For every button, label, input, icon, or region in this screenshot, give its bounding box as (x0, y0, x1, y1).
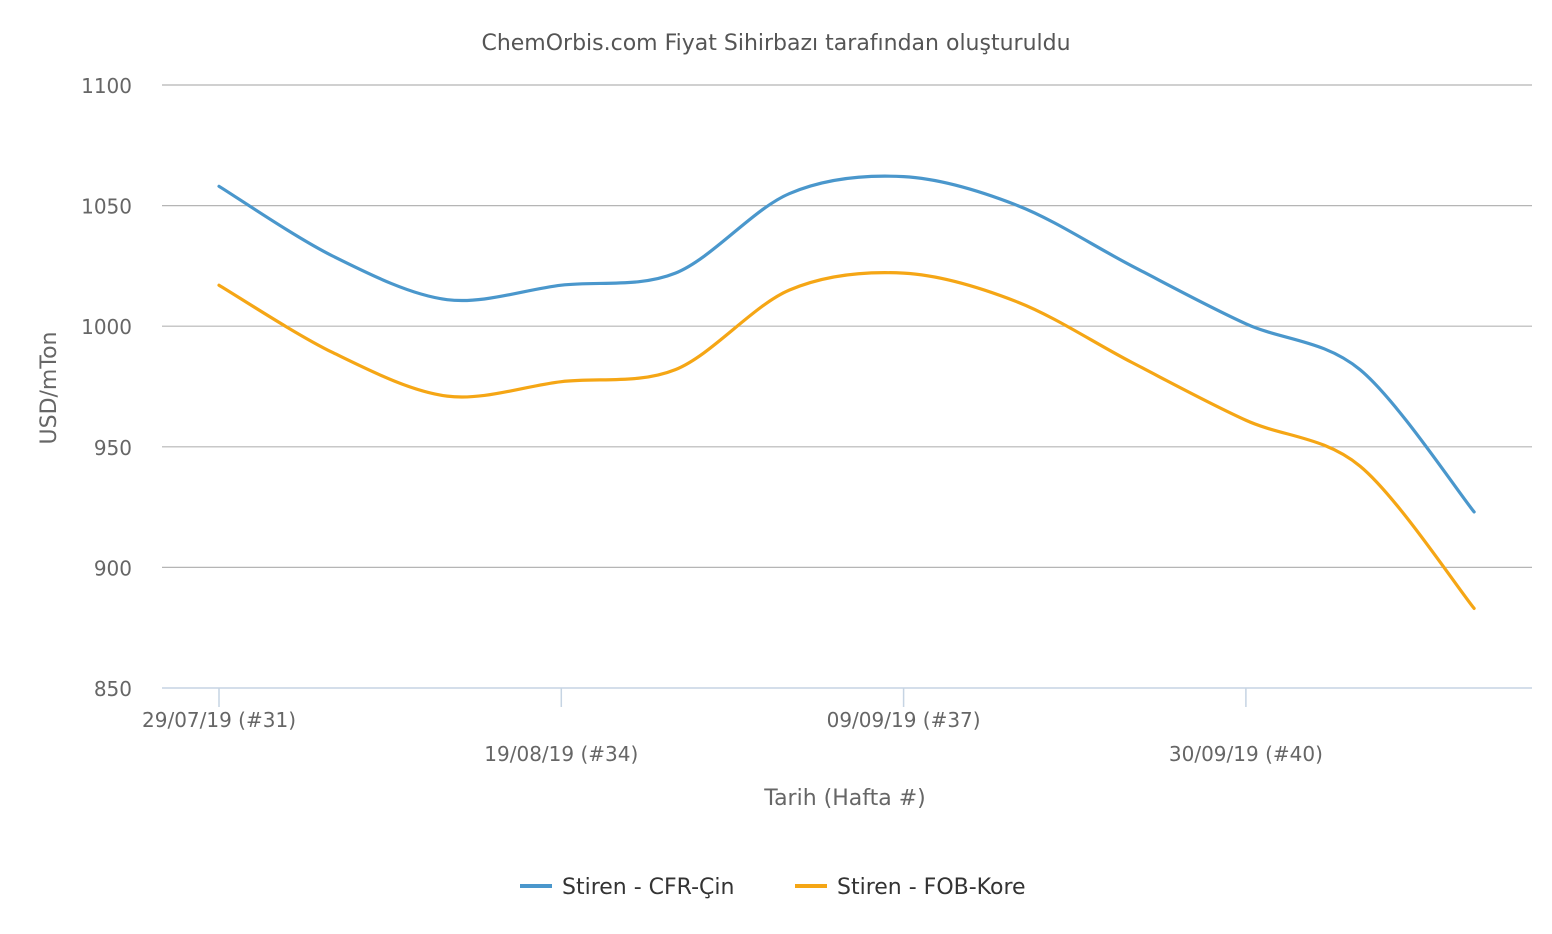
series-lines (219, 176, 1474, 608)
legend-label: Stiren - FOB-Kore (837, 875, 1026, 900)
grid-lines (162, 85, 1532, 688)
legend-item-2[interactable]: Stiren - FOB-Kore (795, 875, 1026, 900)
legend[interactable]: Stiren - CFR-Çin Stiren - FOB-Kore (520, 875, 1026, 900)
series-line-1 (219, 176, 1474, 512)
x-tick-label: 09/09/19 (#37) (827, 708, 981, 732)
x-tick-label: 19/08/19 (#34) (484, 742, 638, 766)
series-line-2 (219, 273, 1474, 609)
y-tick-label: 950 (94, 436, 132, 460)
y-axis-label: USD/mTon (37, 332, 62, 445)
x-axis: 29/07/19 (#31) 19/08/19 (#34) 09/09/19 (#3… (142, 688, 1323, 766)
x-tick-label: 30/09/19 (#40) (1169, 742, 1323, 766)
chart-title: ChemOrbis.com Fiyat Sihirbazı tarafından… (481, 31, 1070, 56)
x-axis-label: Tarih (Hafta #) (763, 786, 925, 811)
legend-label: Stiren - CFR-Çin (562, 875, 734, 900)
y-tick-label: 1000 (81, 315, 132, 339)
y-axis: 850 900 950 1000 1050 1100 (81, 74, 132, 701)
y-tick-label: 1100 (81, 74, 132, 98)
y-tick-label: 1050 (81, 195, 132, 219)
legend-item-1[interactable]: Stiren - CFR-Çin (520, 875, 734, 900)
x-tick-label: 29/07/19 (#31) (142, 708, 296, 732)
y-tick-label: 850 (94, 677, 132, 701)
y-tick-label: 900 (94, 556, 132, 580)
